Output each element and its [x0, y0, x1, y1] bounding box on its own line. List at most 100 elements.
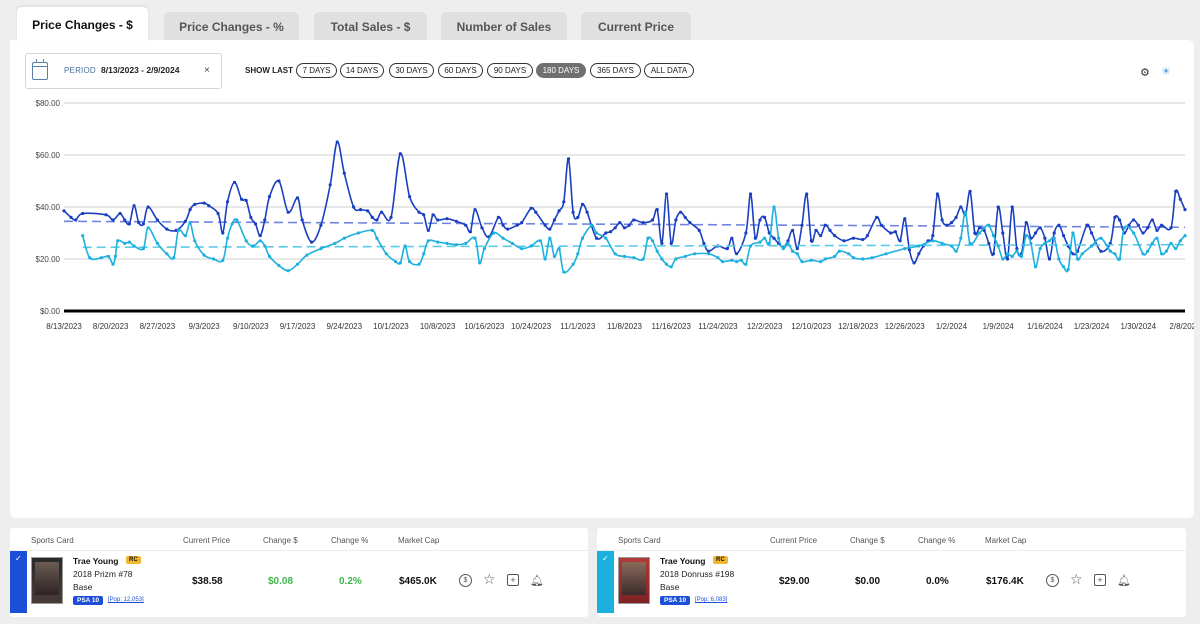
data-point: [819, 260, 823, 264]
data-point: [111, 218, 115, 222]
data-point: [973, 231, 977, 235]
range-pill-7-days[interactable]: 7 DAYS: [296, 63, 337, 78]
data-point: [725, 247, 729, 251]
table-row[interactable]: ✓ Trae Young RC 2018 Prizm #78 Base PSA 10 [Po…: [10, 550, 588, 613]
trend-line-2: [82, 243, 1186, 249]
data-point: [1085, 223, 1089, 227]
data-point: [744, 231, 748, 235]
data-point: [146, 205, 150, 209]
data-point: [426, 239, 430, 243]
data-point: [954, 215, 958, 219]
tab-current-price[interactable]: Current Price: [581, 12, 691, 42]
data-point: [543, 223, 547, 227]
range-pill-365-days[interactable]: 365 DAYS: [590, 63, 641, 78]
card-player-name[interactable]: Trae Young: [660, 556, 706, 566]
card-thumbnail[interactable]: [618, 557, 650, 604]
bell-icon[interactable]: 🔔︎: [1117, 575, 1131, 587]
market-cap: $465.0K: [399, 576, 437, 587]
chart-tabs: Price Changes - $ Price Changes - % Tota…: [0, 0, 1200, 43]
table-row[interactable]: ✓ Trae Young RC 2018 Donruss #198 Base PSA 10…: [597, 550, 1186, 613]
data-point: [1033, 265, 1038, 269]
grade-badge[interactable]: PSA 10: [73, 596, 104, 605]
population-link[interactable]: [Pop: 6,083]: [695, 597, 728, 603]
add-icon[interactable]: +: [507, 574, 519, 586]
data-point: [370, 228, 374, 232]
select-checkbox[interactable]: ✓: [597, 551, 614, 613]
tab-price-changes-dollar[interactable]: Price Changes - $: [17, 7, 148, 43]
data-point: [176, 228, 180, 232]
card-player-name[interactable]: Trae Young: [73, 556, 119, 566]
range-pill-90-days[interactable]: 90 DAYS: [487, 63, 533, 78]
tab-number-of-sales[interactable]: Number of Sales: [441, 12, 567, 42]
data-point: [557, 209, 561, 213]
range-pill-14-days[interactable]: 14 DAYS: [340, 63, 384, 78]
theme-icon[interactable]: ☀: [1161, 66, 1171, 78]
data-point: [251, 244, 255, 248]
clear-period-icon[interactable]: ×: [204, 65, 210, 76]
data-point: [1150, 241, 1154, 245]
data-point: [613, 252, 617, 256]
data-point: [300, 218, 304, 222]
data-point: [674, 218, 678, 222]
data-point: [959, 205, 963, 209]
select-checkbox[interactable]: ✓: [10, 551, 27, 613]
check-icon: ✓: [15, 554, 22, 563]
data-point: [749, 192, 753, 196]
data-point: [590, 223, 594, 227]
data-point: [132, 244, 136, 248]
price-chart: $0.00 $20.00 $40.00 $60.00 $80.00 8/13/2023 8/…: [36, 99, 1194, 331]
data-point: [1160, 252, 1164, 256]
population-link[interactable]: [Pop: 12,053]: [108, 597, 144, 603]
data-point: [263, 218, 267, 222]
card-thumbnail[interactable]: [31, 557, 63, 604]
data-point: [88, 256, 92, 260]
data-point: [267, 195, 272, 199]
range-pill-30-days[interactable]: 30 DAYS: [389, 63, 434, 78]
data-point: [968, 241, 972, 245]
grade-badge[interactable]: PSA 10: [660, 596, 691, 605]
data-point: [74, 218, 78, 222]
data-point: [520, 247, 524, 251]
tab-total-sales[interactable]: Total Sales - $: [314, 12, 427, 42]
data-point: [646, 236, 650, 240]
data-point: [1010, 205, 1014, 209]
data-point: [1155, 228, 1159, 232]
add-icon[interactable]: +: [1094, 574, 1106, 586]
data-point: [473, 236, 477, 240]
data-point: [557, 247, 561, 251]
dollar-icon[interactable]: $: [459, 574, 472, 587]
data-point: [608, 230, 613, 234]
range-pill-60-days[interactable]: 60 DAYS: [438, 63, 483, 78]
data-point: [295, 196, 300, 200]
data-point: [739, 258, 743, 262]
data-point: [1090, 231, 1094, 235]
star-icon[interactable]: ☆: [483, 571, 496, 587]
star-icon[interactable]: ☆: [1070, 571, 1083, 587]
calendar-icon[interactable]: [32, 59, 48, 80]
tab-price-changes-percent[interactable]: Price Changes - %: [164, 12, 299, 42]
data-point: [954, 249, 958, 253]
x-tick-label: 12/18/2023: [838, 322, 879, 331]
data-point: [875, 215, 879, 219]
data-point: [1160, 223, 1164, 227]
data-point: [786, 241, 790, 245]
data-point: [230, 222, 234, 226]
data-point: [763, 236, 767, 240]
settings-icon[interactable]: ⚙: [1140, 67, 1150, 79]
data-point: [146, 226, 150, 230]
data-point: [735, 252, 739, 256]
range-pill-180-days[interactable]: 180 DAYS: [536, 63, 586, 78]
data-point: [127, 240, 131, 244]
chart-panel: PERIOD 8/13/2023 - 2/9/2024 × SHOW LAST …: [10, 40, 1194, 518]
column-header: Sports Card: [618, 536, 661, 545]
dollar-icon[interactable]: $: [1046, 574, 1059, 587]
data-point: [81, 234, 85, 238]
data-point: [193, 239, 197, 243]
data-point: [534, 210, 538, 214]
y-tick-label: $60.00: [36, 151, 61, 160]
data-point: [1141, 252, 1145, 256]
range-pill-all-data[interactable]: ALL DATA: [644, 63, 694, 78]
bell-icon[interactable]: 🔔︎: [530, 575, 544, 587]
data-point: [1057, 257, 1061, 261]
period-picker[interactable]: PERIOD 8/13/2023 - 2/9/2024 ×: [25, 53, 222, 89]
